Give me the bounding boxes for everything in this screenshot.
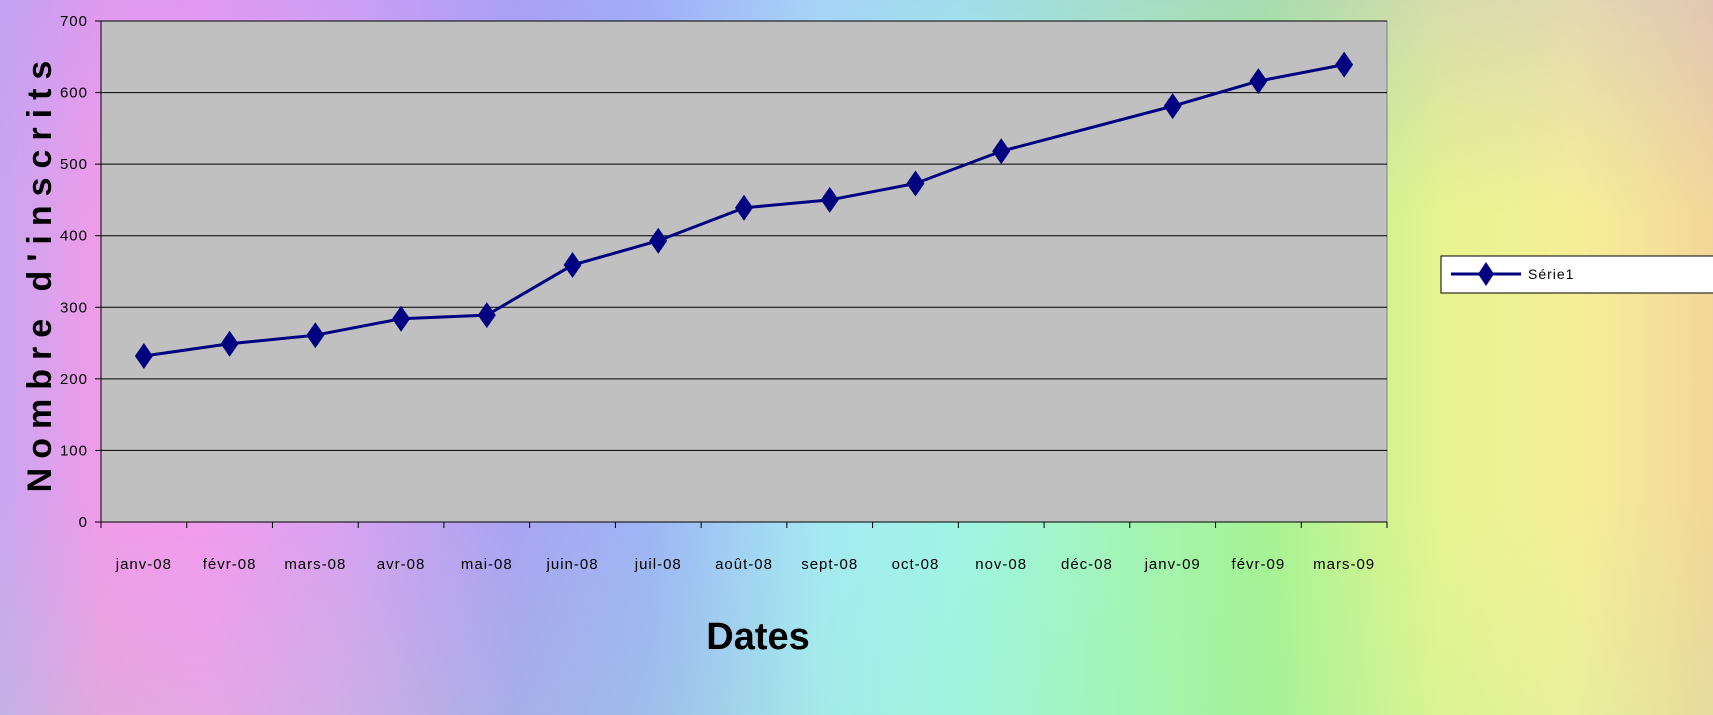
gridlines xyxy=(101,20,1387,523)
data-point-marker xyxy=(1163,93,1182,120)
x-tick-label: mars-08 xyxy=(284,556,346,573)
x-tick-label: juin-08 xyxy=(546,556,599,573)
series-line xyxy=(143,63,1345,358)
data-point-marker xyxy=(392,305,411,332)
data-point-marker xyxy=(906,170,925,197)
data-point-marker xyxy=(649,227,668,254)
plot-area xyxy=(100,20,1388,523)
data-point-marker xyxy=(220,330,239,357)
axes xyxy=(95,20,1388,528)
data-point-marker xyxy=(1249,68,1268,95)
data-point-marker xyxy=(477,302,496,329)
data-point-marker xyxy=(1335,51,1354,78)
y-axis-label: Nombre d'inscrits xyxy=(21,52,59,493)
data-point-marker xyxy=(820,186,839,213)
legend-series-marker xyxy=(1478,262,1494,286)
x-tick-label: juil-08 xyxy=(634,556,682,573)
x-tick-labels: janv-08 févr-08 mars-08 avr-08 mai-08 juin-08… xyxy=(115,556,1375,573)
y-tick-label: 600 xyxy=(60,85,88,102)
y-tick-label: 400 xyxy=(60,228,88,245)
legend-series-name: Série1 xyxy=(1528,266,1574,282)
x-tick-label: déc-08 xyxy=(1061,556,1113,573)
x-tick-label: mars-09 xyxy=(1313,556,1375,573)
x-tick-label: avr-08 xyxy=(377,556,426,573)
data-point-marker xyxy=(735,194,753,221)
y-tick-label: 0 xyxy=(79,514,88,531)
y-tick-label: 500 xyxy=(60,156,88,173)
x-axis-label: Dates xyxy=(706,616,810,658)
x-tick-label: sept-08 xyxy=(801,556,858,573)
y-tick-label: 200 xyxy=(60,371,88,388)
y-tick-labels: 0 100 200 300 400 500 600 700 xyxy=(60,13,88,531)
y-tick-label: 100 xyxy=(60,442,88,459)
data-point-marker xyxy=(992,138,1011,165)
series-group xyxy=(134,51,1354,369)
x-tick-label: févr-08 xyxy=(203,556,257,573)
x-tick-label: févr-09 xyxy=(1232,556,1286,573)
x-tick-label: nov-08 xyxy=(975,556,1027,573)
data-point-marker xyxy=(306,322,325,349)
x-tick-label: oct-08 xyxy=(892,556,940,573)
y-tick-label: 300 xyxy=(60,299,88,316)
data-point-marker xyxy=(134,342,153,369)
x-tick-label: mai-08 xyxy=(461,556,513,573)
y-tick-label: 700 xyxy=(60,13,88,30)
legend: Série1 xyxy=(1440,255,1713,294)
data-point-marker xyxy=(563,252,582,279)
x-tick-label: août-08 xyxy=(715,556,773,573)
x-tick-label: janv-09 xyxy=(1144,556,1201,573)
x-tick-label: janv-08 xyxy=(115,556,172,573)
